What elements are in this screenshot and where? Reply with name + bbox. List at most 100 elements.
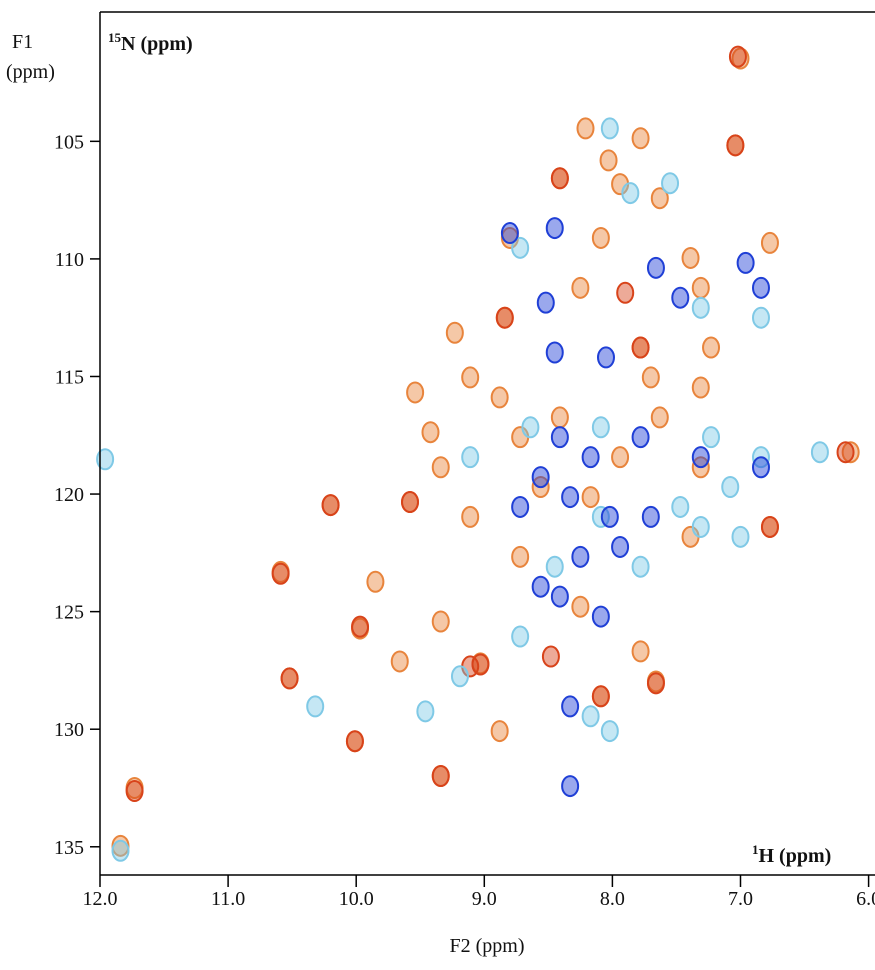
peak [545,341,564,364]
peak [836,441,855,464]
peak [760,231,779,254]
peak [591,685,610,708]
peak [600,720,619,743]
annotation-sup: 1 [752,842,759,857]
peak [691,296,710,319]
peak [646,256,665,279]
peak [661,172,680,195]
peak [631,426,650,449]
peak [280,667,299,690]
peak [671,495,690,518]
x-tick-label: 7.0 [728,888,753,910]
peak [271,562,290,585]
peak [561,695,580,718]
peak [431,456,450,479]
peak [431,765,450,788]
peak [641,505,660,528]
peak [621,182,640,205]
peak [581,446,600,469]
peak [416,700,435,723]
peak [536,291,555,314]
peak [345,730,364,753]
x-tick-label: 12.0 [83,888,118,910]
peak [691,276,710,299]
peak [702,336,721,359]
peak [96,448,115,471]
peak [751,306,770,329]
peak [691,446,710,469]
y-tick-label: 130 [54,719,84,741]
peak [450,665,469,688]
y-tick-label: 135 [54,837,84,859]
peak [591,416,610,439]
peak [561,775,580,798]
x-tick-label: 10.0 [339,888,374,910]
x-tick-label: 9.0 [472,888,497,910]
peak [461,366,480,389]
peak [600,505,619,528]
y-tick-label: 125 [54,602,84,624]
peak [728,45,747,68]
peak [702,426,721,449]
peak [631,336,650,359]
peak [545,217,564,240]
peak [600,117,619,140]
peak [531,575,550,598]
peak [571,545,590,568]
peak [511,236,530,259]
peak [461,505,480,528]
peak [571,595,590,618]
peak [671,286,690,309]
peak [406,381,425,404]
peak [751,276,770,299]
peak [500,222,519,245]
peak [431,610,450,633]
annotation-text: N (ppm) [121,33,193,55]
peak [591,226,610,249]
peak [490,720,509,743]
peak [521,416,540,439]
peak [401,491,419,514]
peak [691,376,710,399]
peak [631,127,650,150]
peak [650,187,669,210]
peak [561,486,580,509]
peak [321,494,340,517]
peak [751,456,770,479]
peak [111,839,130,862]
peak [581,705,600,728]
y-tick-label: 115 [55,366,84,388]
peak [366,570,385,593]
peak [611,535,630,558]
peak [681,246,700,269]
peak [810,441,829,464]
peak [511,495,530,518]
y-tick-label: 110 [55,249,84,271]
annotation-sup: 15 [108,30,122,45]
peak [641,366,660,389]
x-tick-label: 8.0 [600,888,625,910]
y-axis-label: (ppm) [6,61,55,83]
peak [511,545,530,568]
peak [726,134,745,157]
peak [616,281,635,304]
peak [576,117,595,140]
y-tick-label: 105 [54,131,84,153]
peak [650,406,669,429]
peak [390,650,409,673]
peak [550,585,569,608]
x-tick-label: 6.0 [856,888,875,910]
peaks [96,45,860,862]
peak [611,446,630,469]
x-tick-label: 11.0 [211,888,245,910]
peak [531,466,550,489]
peak [495,306,514,329]
peak [571,276,590,299]
peak [306,695,325,718]
peak [541,645,560,668]
peak [691,515,710,538]
peak [421,421,440,444]
peak [631,555,650,578]
peak [591,605,610,628]
